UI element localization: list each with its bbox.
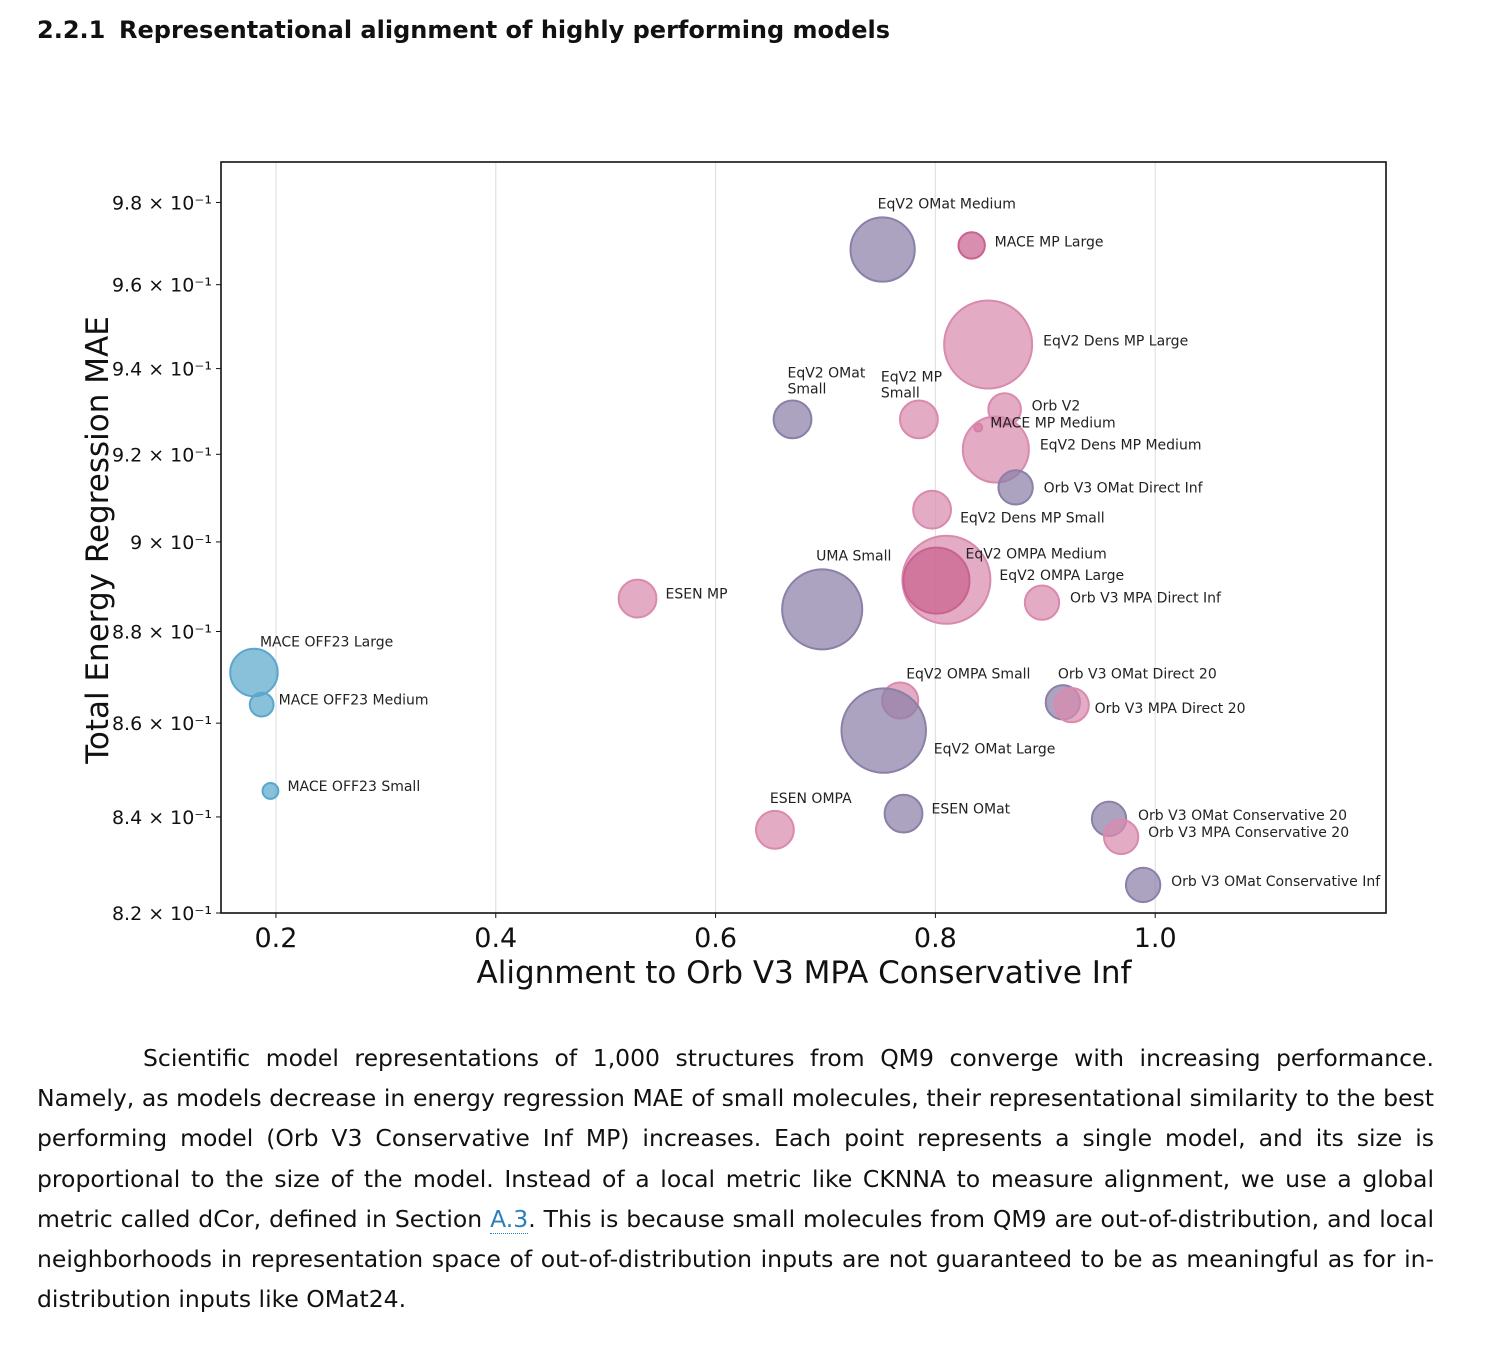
y-tick-label: 8.6 × 10⁻¹ (112, 713, 212, 735)
point-label: Orb V3 OMat Conservative Inf (1171, 874, 1381, 890)
data-point (961, 415, 1030, 484)
data-point (1023, 584, 1061, 621)
point-label: MACE OFF23 Medium (279, 693, 429, 709)
x-tick-label: 0.2 (254, 923, 297, 954)
data-point (902, 546, 971, 615)
bubble-chart: EqV2 OMat Medium MACE MP Large EqV2 Dens M… (80, 161, 1387, 991)
point-label: ESEN OMPA (770, 791, 852, 807)
y-tick-label: 8.2 × 10⁻¹ (112, 903, 212, 925)
x-tick-label: 1.0 (1134, 923, 1177, 954)
y-tick-label: 9.8 × 10⁻¹ (112, 192, 212, 214)
data-point (997, 469, 1034, 506)
point-label: EqV2 OMPA Large (999, 568, 1124, 584)
point-label: Orb V3 MPA Conservative 20 (1148, 825, 1349, 841)
point-label: EqV2 OMPA Medium (965, 547, 1106, 563)
point-label: MACE OFF23 Large (260, 634, 393, 650)
point-label: MACE OFF23 Small (287, 779, 420, 795)
section-number: 2.2.1 (37, 16, 106, 44)
point-label: EqV2 Dens MP Large (1043, 333, 1188, 349)
point-label: EqV2 Dens MP Medium (1040, 438, 1202, 454)
point-label: UMA Small (816, 548, 891, 564)
point-label: ESEN MP (666, 587, 728, 603)
y-axis-ticks: 9.8 × 10⁻¹ 9.6 × 10⁻¹ 9.4 × 10⁻¹ 9.2 × 10⁻¹… (112, 192, 221, 925)
point-label: Orb V3 OMat Conservative 20 (1138, 808, 1347, 824)
point-label: ESEN OMat (932, 802, 1011, 818)
point-label: Orb V3 MPA Direct 20 (1095, 701, 1246, 717)
point-labels: EqV2 OMat Medium MACE MP Large EqV2 Dens M… (260, 197, 1381, 890)
y-tick-label: 9.4 × 10⁻¹ (112, 359, 212, 381)
point-label: Orb V3 OMat Direct Inf (1044, 480, 1204, 496)
x-tick-label: 0.8 (914, 923, 957, 954)
x-axis-ticks: 0.2 0.4 0.6 0.8 1.0 (254, 913, 1177, 954)
data-point (1124, 866, 1162, 904)
point-label: Orb V3 MPA Direct Inf (1070, 591, 1222, 607)
y-tick-label: 9.2 × 10⁻¹ (112, 444, 212, 466)
caption-text-1: Scientific model representations of 1,00… (37, 1044, 1434, 1233)
figure-caption: Scientific model representations of 1,00… (37, 1038, 1434, 1319)
section-title: Representational alignment of highly per… (119, 16, 890, 44)
point-label: Orb V3 OMat Direct 20 (1058, 666, 1217, 682)
y-tick-label: 9 × 10⁻¹ (130, 532, 212, 554)
point-label: EqV2 OMPA Small (906, 666, 1030, 682)
data-point (957, 231, 986, 260)
section-link[interactable]: A.3 (490, 1204, 529, 1234)
y-tick-label: 8.8 × 10⁻¹ (112, 622, 212, 644)
point-label: EqV2 MP Small (881, 369, 942, 401)
data-points (229, 216, 1162, 904)
data-point (912, 489, 953, 530)
data-point (840, 687, 927, 774)
data-point (261, 782, 280, 800)
data-point (772, 399, 813, 440)
x-axis-label: Alignment to Orb V3 MPA Conservative Inf (477, 955, 1133, 991)
data-point (1053, 686, 1090, 724)
point-label: EqV2 Dens MP Small (960, 511, 1105, 527)
data-point (883, 793, 924, 834)
x-tick-label: 0.4 (474, 923, 517, 954)
data-point (755, 809, 795, 850)
plot-frame (220, 161, 1387, 914)
point-label: EqV2 OMat Large (934, 742, 1056, 758)
data-point (1102, 818, 1140, 856)
caption-text-2: . This is because small molecules from Q… (37, 1204, 1434, 1314)
data-point (781, 568, 864, 651)
gridlines (275, 162, 1156, 913)
data-point (898, 399, 939, 440)
x-tick-label: 0.6 (694, 923, 737, 954)
point-label: EqV2 OMat Small (788, 365, 866, 397)
y-tick-label: 9.6 × 10⁻¹ (112, 275, 212, 297)
y-tick-label: 8.4 × 10⁻¹ (112, 807, 212, 829)
point-label: Orb V2 (1032, 399, 1081, 415)
data-point (248, 691, 275, 718)
point-label: MACE MP Medium (990, 416, 1115, 432)
data-point (849, 216, 916, 283)
y-axis-label: Total Energy Regression MAE (80, 316, 116, 765)
data-point (943, 299, 1034, 390)
point-label: EqV2 OMat Medium (878, 197, 1016, 213)
data-point (617, 578, 658, 619)
data-point (229, 647, 279, 698)
point-label: MACE MP Large (995, 234, 1104, 250)
section-heading: 2.2.1 Representational alignment of highl… (37, 16, 890, 44)
